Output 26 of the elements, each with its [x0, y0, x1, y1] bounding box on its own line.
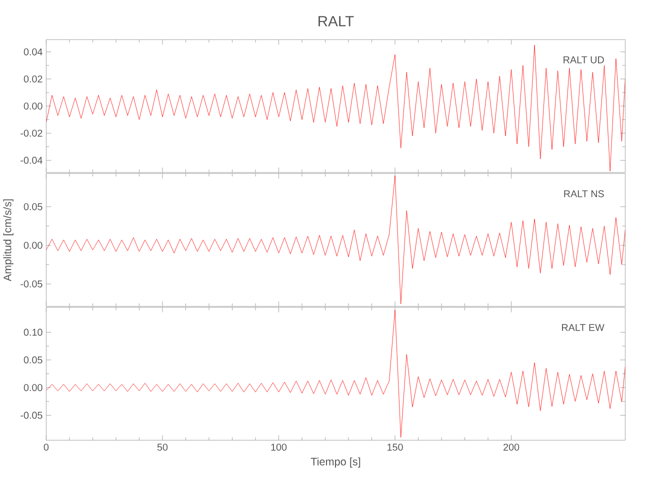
- x-axis-title: Tiempo [s]: [310, 458, 360, 468]
- y-tick-label: -0.05: [20, 280, 42, 288]
- y-tick-label: 0.00: [24, 102, 42, 110]
- line-series: [46, 310, 626, 438]
- y-tick-label: 0.10: [24, 328, 42, 336]
- y-tick-label: 0.04: [24, 48, 42, 56]
- x-tick-label: 0: [44, 444, 49, 451]
- y-tick-label: 0.02: [24, 76, 42, 83]
- x-tick-label: 150: [388, 444, 403, 451]
- x-tick-label: 200: [504, 444, 520, 451]
- annotation: RALT EW: [562, 324, 604, 332]
- annotation: RALT UD: [564, 56, 604, 64]
- y-tick-label: 0.05: [24, 356, 42, 364]
- x-tick-label: 50: [157, 444, 168, 451]
- y-tick-label: -0.04: [20, 156, 42, 164]
- line-series: [46, 176, 626, 304]
- x-tick-label: 100: [271, 444, 287, 451]
- y-tick-label: 0.05: [24, 203, 42, 210]
- y-tick-label: -0.02: [20, 130, 42, 137]
- line-series: [46, 45, 626, 172]
- annotation: RALT NS: [564, 190, 604, 198]
- y-tick-label: 0.00: [24, 242, 42, 249]
- y-tick-label: -0.05: [20, 412, 42, 419]
- y-axis-title: Amplitud [cm/s/s]: [3, 199, 14, 282]
- y-tick-label: 0.00: [24, 384, 42, 392]
- chart-title: RALT: [318, 16, 354, 26]
